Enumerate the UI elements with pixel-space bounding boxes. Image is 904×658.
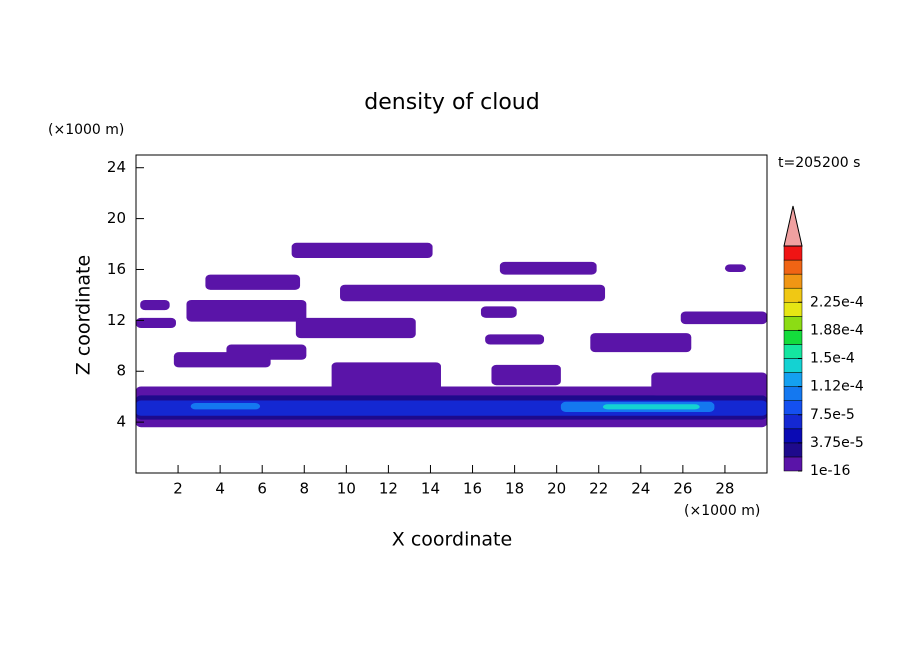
colorbar-tick-label: 7.5e-5	[810, 407, 855, 423]
y-tick-label: 24	[107, 158, 126, 176]
contour-region	[173, 352, 271, 368]
colorbar-band	[783, 386, 803, 401]
contour-region	[491, 364, 561, 386]
x-tick-label: 8	[299, 480, 309, 498]
contour-region	[590, 333, 692, 353]
contour-region	[190, 403, 261, 410]
colorbar-band	[783, 400, 803, 415]
colorbar-tick-label: 1e-16	[810, 463, 850, 479]
x-tick-label: 26	[673, 480, 692, 498]
colorbar-band	[783, 302, 803, 317]
colorbar-band	[783, 245, 803, 261]
contour-region	[331, 362, 441, 391]
colorbar-band	[783, 259, 803, 275]
x-axis-label: X coordinate	[392, 529, 512, 551]
plot-frame	[135, 154, 768, 474]
colorbar-tick-label: 1.12e-4	[810, 379, 864, 395]
colorbar-band	[783, 287, 803, 303]
contour-region	[136, 317, 176, 328]
contour-region	[186, 300, 307, 322]
x-tick-label: 20	[547, 480, 566, 498]
plot-area	[136, 242, 767, 428]
colorbar-band	[783, 372, 803, 387]
colorbar-tick-label: 1.88e-4	[810, 322, 864, 338]
colorbar-tick-label: 1.5e-4	[810, 351, 855, 367]
y-tick-label: 4	[116, 413, 126, 431]
colorbar-band	[783, 316, 803, 331]
x-tick-label: 2	[173, 480, 183, 498]
x-tick-label: 22	[589, 480, 608, 498]
x-tick-label: 10	[337, 480, 356, 498]
x-tick-label: 16	[463, 480, 482, 498]
colorbar-band	[783, 273, 803, 289]
x-tick-label: 28	[715, 480, 734, 498]
x-tick-label: 6	[257, 480, 267, 498]
x-tick-label: 24	[631, 480, 650, 498]
colorbar-band	[783, 330, 803, 345]
contour-region	[499, 261, 597, 275]
contour-region	[205, 274, 301, 290]
y-tick-label: 16	[107, 260, 126, 278]
y-tick-label: 8	[116, 362, 126, 380]
contour-region	[340, 284, 606, 302]
contour-region	[291, 242, 433, 259]
x-tick-label: 14	[421, 480, 440, 498]
colorbar: 1e-16 3.75e-5 7.5e-5 1.12e-4 1.5e-4 1.88e-4 2.…	[783, 205, 864, 479]
colorbar-band	[783, 428, 803, 444]
y-axis-label: Z coordinate	[73, 255, 95, 375]
contour-region	[140, 300, 170, 311]
contour-region	[480, 306, 517, 318]
contour-region	[485, 334, 545, 345]
y-unit: (×1000 m)	[48, 122, 124, 138]
y-tick-label: 12	[107, 311, 126, 329]
colorbar-band	[783, 456, 803, 472]
contour-region	[602, 404, 700, 410]
contour-region	[651, 372, 767, 396]
colorbar-tick-label: 3.75e-5	[810, 435, 864, 451]
time-label: t=205200 s	[778, 155, 860, 171]
y-tick-label: 20	[107, 209, 126, 227]
colorbar-band	[783, 358, 803, 373]
contour-region	[680, 311, 767, 325]
contour-region	[295, 317, 416, 339]
x-unit: (×1000 m)	[684, 503, 760, 519]
x-tick-label: 18	[505, 480, 524, 498]
colorbar-over	[783, 205, 803, 247]
chart-title: density of cloud	[364, 90, 539, 115]
colorbar-tick-label: 2.25e-4	[810, 294, 864, 310]
colorbar-band	[783, 414, 803, 430]
colorbar-band	[783, 344, 803, 359]
contour-region	[724, 264, 746, 273]
x-tick-label: 12	[379, 480, 398, 498]
x-tick-label: 4	[215, 480, 225, 498]
colorbar-band	[783, 442, 803, 458]
